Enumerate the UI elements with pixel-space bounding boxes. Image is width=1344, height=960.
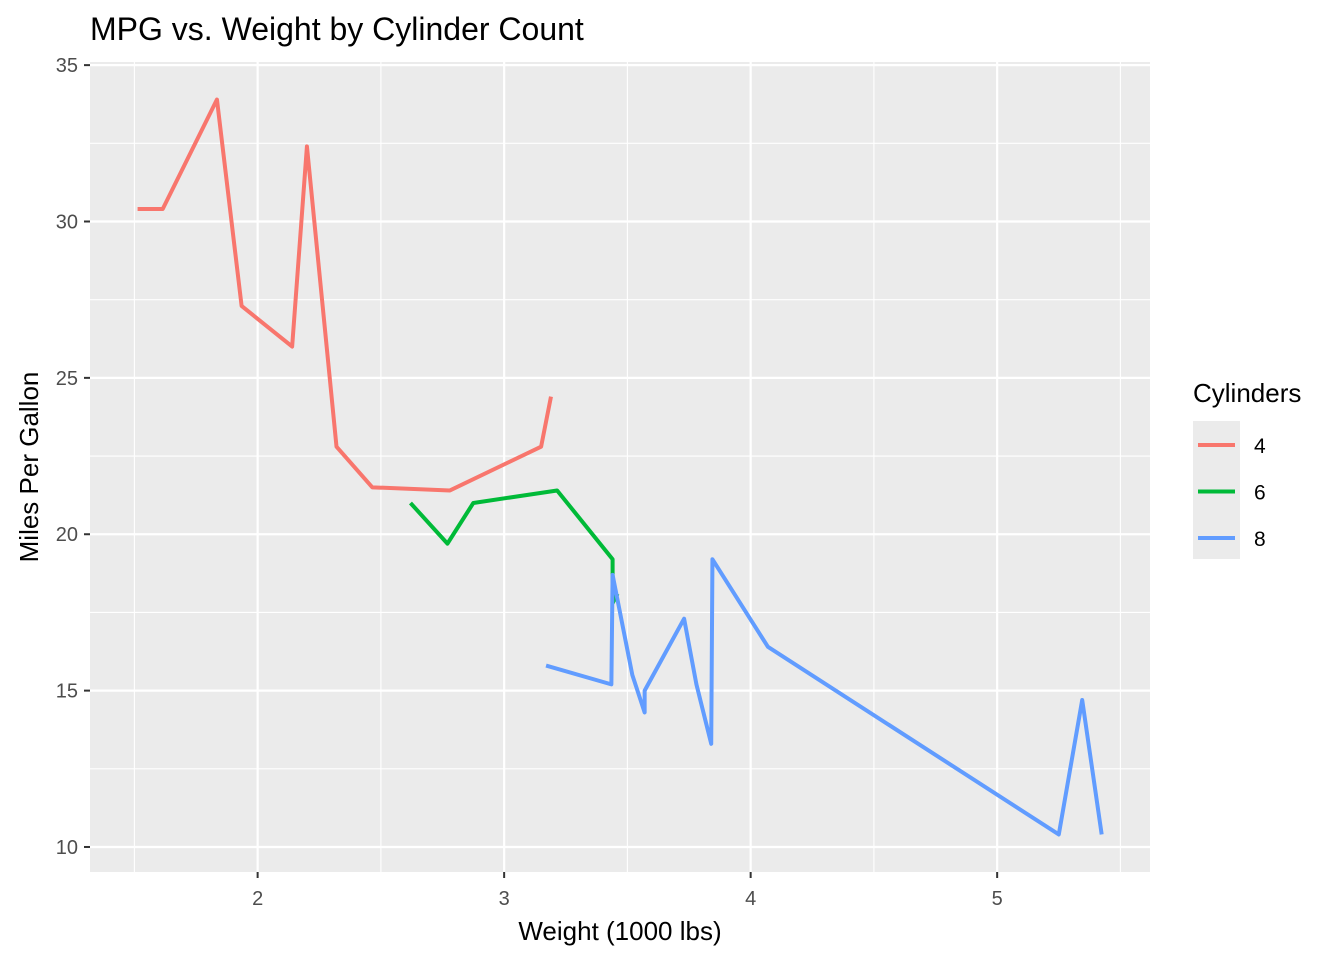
legend-label-4: 4 [1254,435,1266,458]
chart-title: MPG vs. Weight by Cylinder Count [90,11,584,47]
legend-items: 4 6 8 [1198,435,1266,551]
y-tick-label: 20 [56,524,78,546]
x-axis: 2 3 4 5 [252,872,1003,910]
y-tick-label: 30 [56,211,78,233]
x-tick-label: 4 [745,888,756,910]
y-tick-label: 15 [56,681,78,703]
y-tick-label: 10 [56,837,78,859]
y-tick-label: 35 [56,55,78,77]
series-line-8 [545,557,1104,837]
x-tick-label: 5 [992,888,1003,910]
legend: Cylinders 4 6 8 [1193,378,1301,559]
legend-label-8: 8 [1254,528,1266,551]
x-axis-title: Weight (1000 lbs) [518,916,721,946]
series-line-4 [137,97,553,493]
y-axis: 10 15 20 25 30 35 [56,55,90,859]
major-gridlines [90,62,1150,872]
series-lines [137,97,1104,837]
minor-gridlines [90,62,1150,872]
x-tick-label: 2 [252,888,263,910]
legend-label-6: 6 [1254,482,1266,505]
y-axis-title: Miles Per Gallon [14,372,44,563]
legend-title: Cylinders [1193,378,1301,408]
x-tick-label: 3 [499,888,510,910]
y-tick-label: 25 [56,368,78,390]
plot-panel [90,62,1150,872]
